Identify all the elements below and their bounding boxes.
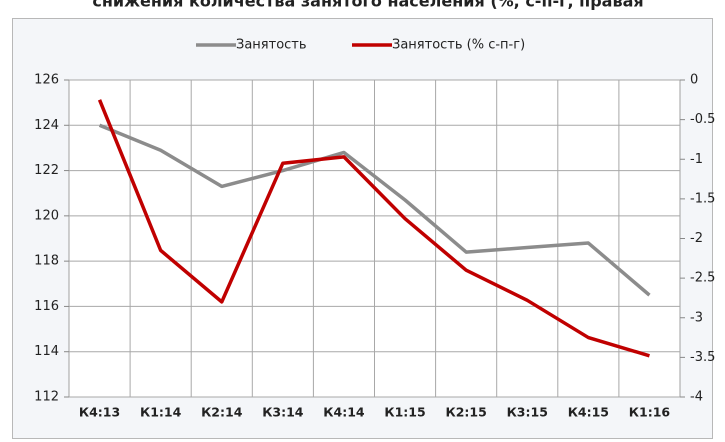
- y-tick-label: 122: [34, 163, 59, 178]
- x-tick-label: К2:15: [445, 405, 486, 420]
- y2-tick-label: -1: [690, 152, 703, 167]
- x-tick-label: К4:13: [79, 405, 120, 420]
- x-tick-label: К3:15: [507, 405, 548, 420]
- x-tick-label: К4:15: [568, 405, 609, 420]
- y-tick-label: 120: [34, 208, 59, 223]
- chart-title: снижения количества занятого населения (…: [92, 0, 643, 11]
- y-tick-label: 126: [34, 73, 59, 88]
- legend-label: Занятость: [236, 38, 307, 53]
- x-tick-label: К2:14: [201, 405, 243, 420]
- x-tick-label: К1:14: [140, 405, 182, 420]
- y2-tick-label: -0.5: [690, 112, 715, 127]
- series-line: [98, 123, 651, 297]
- y-tick-label: 116: [34, 299, 59, 314]
- x-tick-label: К1:15: [384, 405, 425, 420]
- x-tick-label: К1:16: [629, 405, 671, 420]
- legend-label: Занятость (% с-п-г): [392, 38, 525, 53]
- x-tick-label: К4:14: [323, 405, 365, 420]
- y2-tick-label: -4: [690, 390, 703, 405]
- y2-tick-label: -2.5: [690, 271, 715, 286]
- y2-tick-label: -3: [690, 310, 703, 325]
- y-tick-label: 118: [34, 254, 59, 269]
- series-line: [97, 99, 650, 358]
- y-tick-label: 114: [34, 344, 59, 359]
- y2-tick-label: -2: [690, 231, 703, 246]
- y-tick-label: 124: [34, 118, 59, 133]
- y2-tick-label: -1.5: [690, 191, 715, 206]
- y2-tick-label: -3.5: [690, 350, 715, 365]
- x-tick-label: К3:14: [262, 405, 304, 420]
- y-tick-label: 112: [34, 390, 59, 405]
- y2-tick-label: 0: [690, 73, 698, 88]
